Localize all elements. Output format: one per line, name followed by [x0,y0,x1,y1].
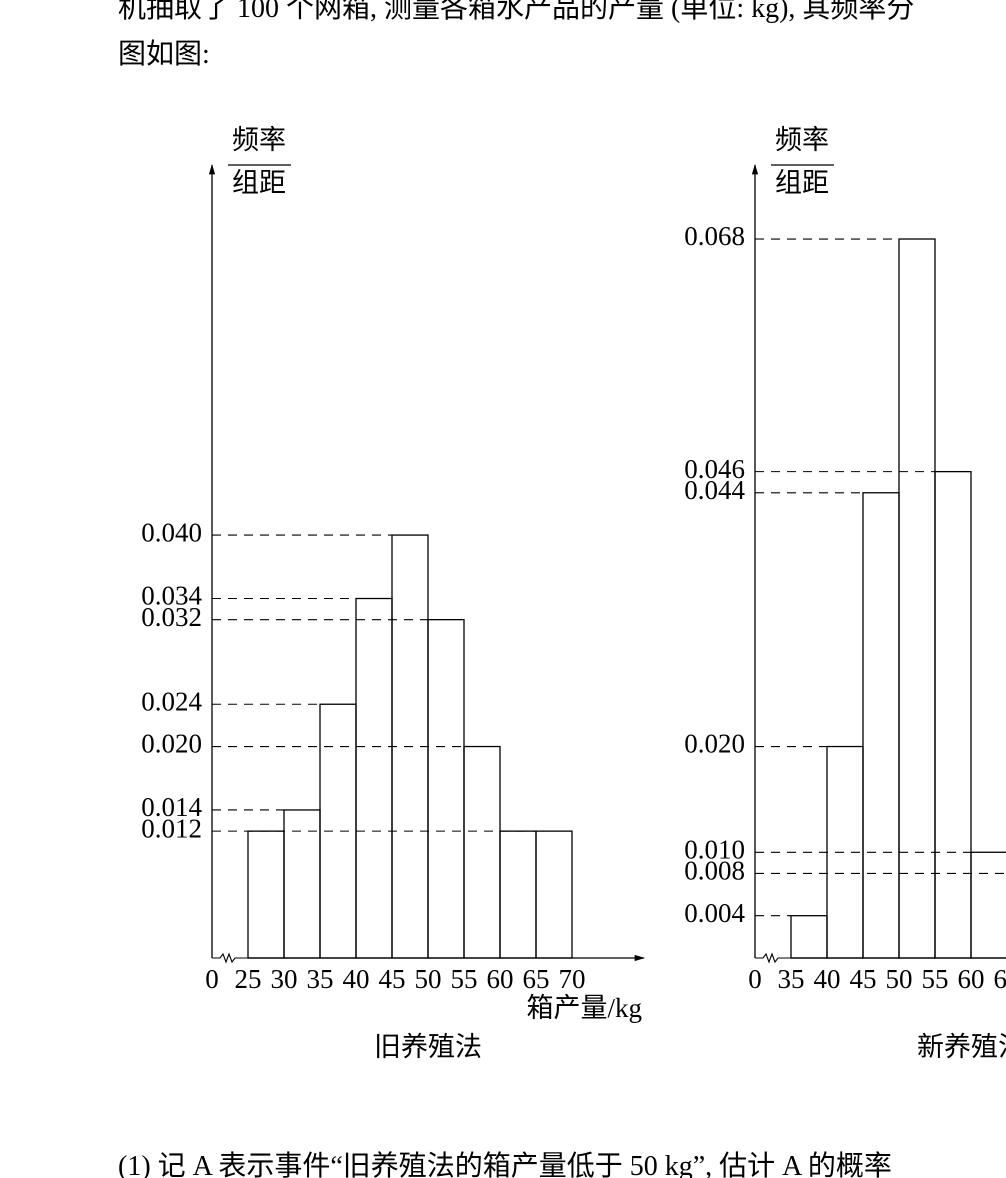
axis-break [212,952,248,964]
y-tick-label: 0.020 [684,729,745,759]
x-tick-label: 45 [379,964,406,994]
y-tick-label: 0.004 [684,898,745,928]
y-tick-label: 0.014 [141,792,202,822]
histogram-bar [427,619,465,959]
x-tick-label: 55 [922,964,949,994]
y-tick-label: 0.010 [684,834,745,864]
x-tick-label: 65 [523,964,550,994]
y-tick-label: 0.044 [684,475,745,505]
histogram-bar [934,470,972,959]
histogram-bar [535,830,573,959]
x-tick-label: 65 [994,964,1006,994]
y-tick-label: 0.046 [684,454,745,484]
x-tick-label: 35 [778,964,805,994]
x-tick-label: 25 [235,964,262,994]
x-tick-label: 50 [415,964,442,994]
question: (1) 记 A 表示事件“旧养殖法的箱产量低于 50 kg”, 估计 A 的概率 [118,1151,892,1178]
x-tick-label: 35 [307,964,334,994]
y-axis-label-denominator: 组距 [775,168,829,198]
x-tick-label: 40 [814,964,841,994]
y-tick-label: 0.024 [141,686,202,716]
y-axis-label-numerator: 频率 [232,125,286,155]
histogram-bar [463,745,501,959]
chart-title: 新养殖法 [917,1032,1006,1062]
paragraph-line: 机抽取了 100 个网箱, 测量各箱水产品的产量 (单位: kg), 其频率分 [118,0,915,24]
chart-title: 旧养殖法 [374,1032,482,1062]
y-tick-label: 0.040 [141,517,202,547]
x-axis-label: 箱产量/kg [526,993,642,1023]
x-tick-label: 60 [487,964,514,994]
y-tick-label: 0.012 [141,813,202,843]
x-tick-label: 0 [205,964,219,994]
paragraph-line: 图如图: [118,39,210,70]
x-tick-label: 45 [850,964,877,994]
x-tick-label: 60 [958,964,985,994]
x-tick-label: 70 [559,964,586,994]
x-tick-label: 40 [343,964,370,994]
histogram-bar [970,851,1006,959]
histogram-bar [499,830,537,959]
axis-break [755,952,791,964]
x-tick-label: 55 [451,964,478,994]
y-tick-label: 0.020 [141,729,202,759]
histogram-bar [247,830,285,959]
y-tick-label: 0.032 [141,602,202,632]
histogram-bar [790,915,828,959]
histogram-bar [283,809,321,959]
histogram-bar [355,597,393,959]
y-tick-label: 0.008 [684,856,745,886]
x-tick-label: 0 [748,964,762,994]
x-tick-label: 30 [271,964,298,994]
y-axis-label-numerator: 频率 [775,125,829,155]
x-tick-label: 50 [886,964,913,994]
histogram-bar [862,492,900,959]
y-axis-label-denominator: 组距 [232,168,286,198]
y-tick-label: 0.068 [684,221,745,251]
y-tick-label: 0.034 [141,581,202,611]
histogram-bar [898,238,936,959]
